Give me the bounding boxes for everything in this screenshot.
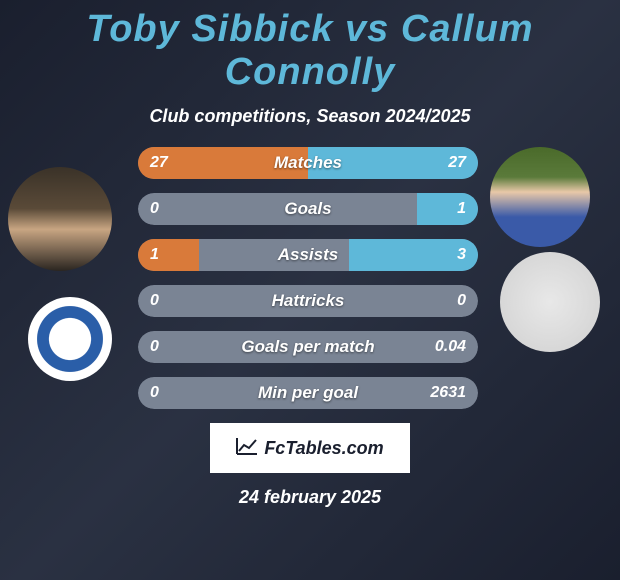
chart-icon	[236, 437, 258, 460]
stat-row: 0Min per goal2631	[138, 377, 478, 409]
stat-value-right: 2631	[430, 384, 466, 402]
stat-value-right: 1	[457, 200, 466, 218]
comparison-date: 24 february 2025	[0, 487, 620, 508]
stat-value-right: 0.04	[435, 338, 466, 356]
club-right-logo	[500, 252, 600, 352]
stat-value-right: 27	[448, 154, 466, 172]
site-logo: FcTables.com	[210, 423, 410, 473]
site-name: FcTables.com	[264, 438, 383, 459]
comparison-title: Toby Sibbick vs Callum Connolly	[0, 0, 620, 94]
stat-label: Goals per match	[138, 337, 478, 357]
stat-label: Assists	[138, 245, 478, 265]
player-left-avatar	[8, 167, 112, 271]
player-right-avatar	[490, 147, 590, 247]
stat-row: 0Hattricks0	[138, 285, 478, 317]
comparison-content: 27Matches270Goals11Assists30Hattricks00G…	[0, 147, 620, 409]
stat-row: 1Assists3	[138, 239, 478, 271]
stat-label: Hattricks	[138, 291, 478, 311]
stat-row: 0Goals1	[138, 193, 478, 225]
stat-value-right: 0	[457, 292, 466, 310]
stat-row: 0Goals per match0.04	[138, 331, 478, 363]
comparison-subtitle: Club competitions, Season 2024/2025	[0, 106, 620, 127]
stat-row: 27Matches27	[138, 147, 478, 179]
stat-bars: 27Matches270Goals11Assists30Hattricks00G…	[138, 147, 478, 409]
stat-label: Min per goal	[138, 383, 478, 403]
stat-value-right: 3	[457, 246, 466, 264]
stat-label: Matches	[138, 153, 478, 173]
club-left-logo	[28, 297, 112, 381]
stat-label: Goals	[138, 199, 478, 219]
